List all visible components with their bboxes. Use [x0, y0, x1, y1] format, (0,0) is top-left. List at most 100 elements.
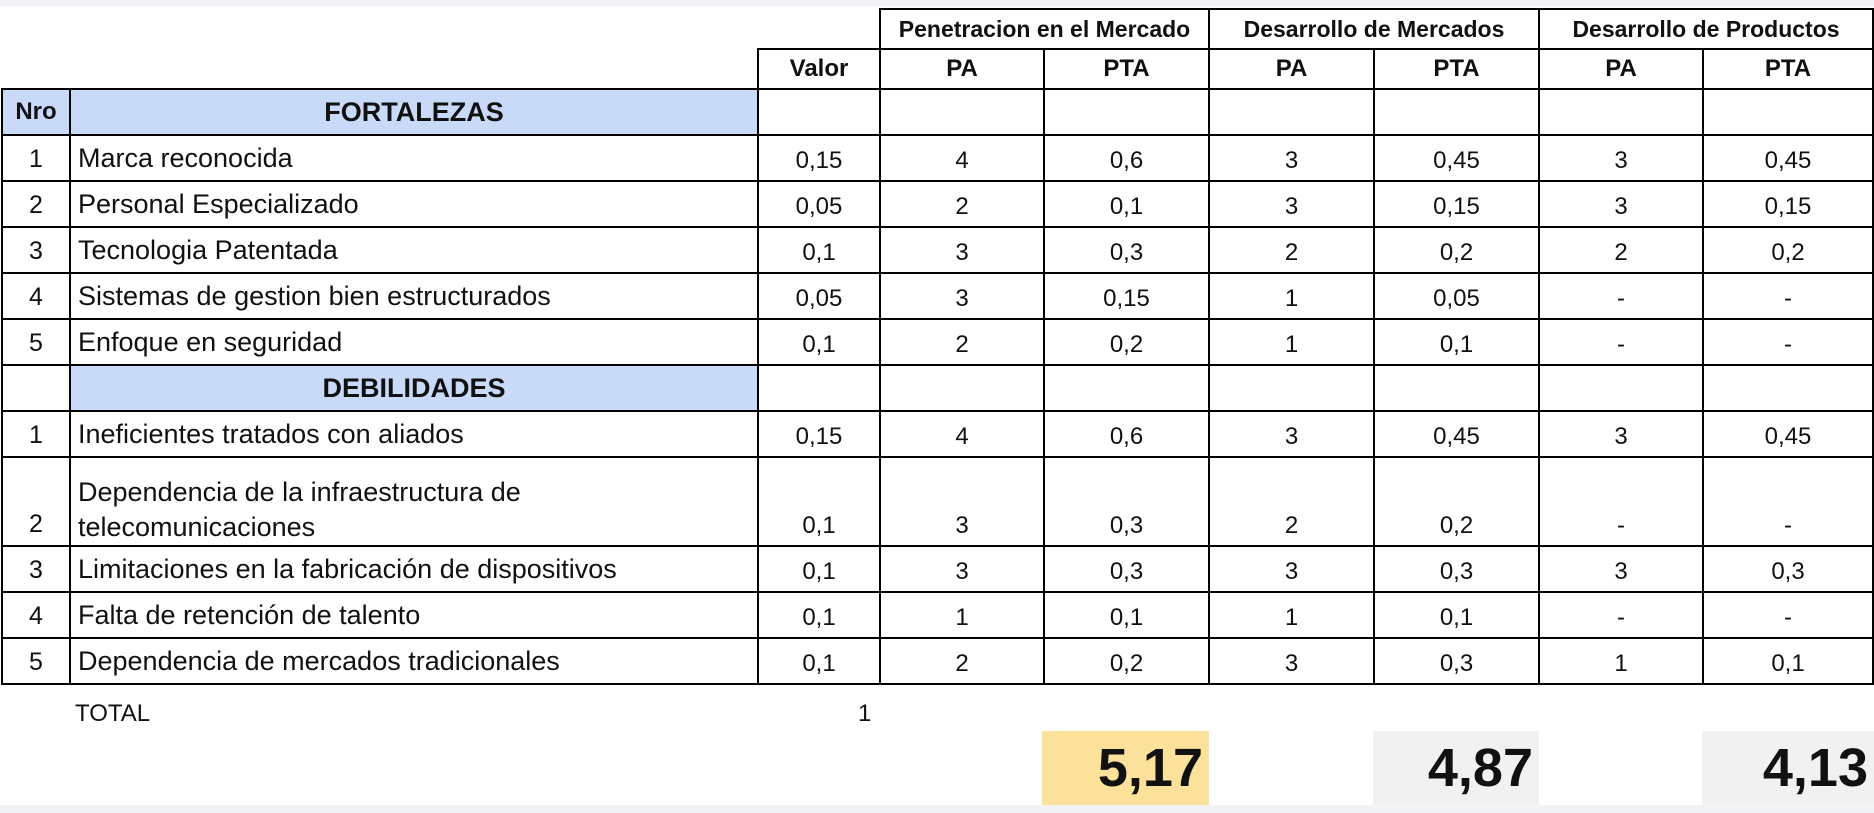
pta-cell: 0,45: [1373, 134, 1540, 182]
pa-cell: 3: [1208, 637, 1375, 685]
pa-cell: 3: [1538, 545, 1704, 593]
pa-cell: 3: [1208, 134, 1375, 182]
row-number: 5: [1, 318, 71, 366]
pa-cell: 3: [879, 456, 1045, 547]
pta-cell: 0,2: [1043, 637, 1210, 685]
pta-cell: 0,45: [1702, 410, 1874, 458]
valor-cell: 0,1: [757, 456, 881, 547]
empty-cell: [879, 364, 1045, 412]
empty-cell: [1702, 364, 1874, 412]
pta-cell: -: [1702, 456, 1874, 547]
pta-cell: 0,3: [1043, 456, 1210, 547]
pta-cell: -: [1702, 272, 1874, 320]
pta-cell: 0,3: [1373, 545, 1540, 593]
top-band: [0, 0, 1874, 6]
table-row: 4 Falta de retención de talento 0,1 1 0,1 1 0,…: [1, 591, 1874, 639]
nro-header: Nro: [1, 88, 71, 136]
table-row: 3 Tecnologia Patentada 0,1 3 0,3 2 0,2 2 0,2: [1, 226, 1874, 274]
factor-name: Ineficientes tratados con aliados: [69, 410, 759, 458]
pta-cell: 0,2: [1373, 226, 1540, 274]
debilidades-header-row: DEBILIDADES: [1, 364, 1874, 412]
row-number: 1: [1, 134, 71, 182]
valor-cell: 0,1: [757, 226, 881, 274]
table-row: 2 Personal Especializado 0,05 2 0,1 3 0,15 3 0,1…: [1, 180, 1874, 228]
pa-header: PA: [879, 48, 1045, 90]
pa-cell: 2: [1208, 456, 1375, 547]
pta-cell: 0,2: [1373, 456, 1540, 547]
row-number: 4: [1, 591, 71, 639]
pa-cell: 1: [879, 591, 1045, 639]
fortalezas-title: FORTALEZAS: [69, 88, 759, 136]
pa-cell: 1: [1538, 637, 1704, 685]
pa-cell: 3: [879, 545, 1045, 593]
table-row: 1 Ineficientes tratados con aliados 0,15 4 0…: [1, 410, 1874, 458]
pa-cell: 3: [879, 226, 1045, 274]
table-row: 4 Sistemas de gestion bien estructurados 0…: [1, 272, 1874, 320]
table-row: 5 Dependencia de mercados tradicionales 0,…: [1, 637, 1874, 685]
pta-cell: -: [1702, 318, 1874, 366]
valor-cell: 0,1: [757, 318, 881, 366]
pa-cell: 1: [1208, 272, 1375, 320]
row-number: 2: [1, 456, 71, 547]
pta-cell: 0,15: [1043, 272, 1210, 320]
pta-cell: 0,45: [1702, 134, 1874, 182]
factor-name: Personal Especializado: [69, 180, 759, 228]
pa-cell: 3: [1208, 410, 1375, 458]
pa-header: PA: [1208, 48, 1375, 90]
valor-cell: 0,1: [757, 637, 881, 685]
pta-cell: 0,45: [1373, 410, 1540, 458]
pta-cell: 0,3: [1043, 545, 1210, 593]
pta-cell: 0,1: [1043, 591, 1210, 639]
row-number: 4: [1, 272, 71, 320]
pta-header: PTA: [1043, 48, 1210, 90]
row-number: 5: [1, 637, 71, 685]
factor-name: Sistemas de gestion bien estructurados: [69, 272, 759, 320]
empty-cell: [1373, 364, 1540, 412]
row-number: 1: [1, 410, 71, 458]
row-number: 3: [1, 226, 71, 274]
empty-cell: [1208, 364, 1375, 412]
score-desarrollo-productos: 4,13: [1702, 731, 1874, 806]
score-penetracion: 5,17: [1042, 731, 1209, 806]
pta-cell: 0,6: [1043, 134, 1210, 182]
table-row: 2 Dependencia de la infraestructura de te…: [1, 456, 1874, 547]
valor-cell: 0,05: [757, 180, 881, 228]
factor-name: Falta de retención de talento: [69, 591, 759, 639]
pta-cell: 0,2: [1702, 226, 1874, 274]
valor-header: Valor: [757, 48, 881, 90]
pa-cell: -: [1538, 591, 1704, 639]
pa-cell: 3: [1208, 180, 1375, 228]
pa-cell: 3: [1538, 410, 1704, 458]
pa-header: PA: [1538, 48, 1704, 90]
pa-cell: 1: [1208, 318, 1375, 366]
pta-cell: 0,1: [1373, 318, 1540, 366]
pta-header: PTA: [1373, 48, 1540, 90]
pa-cell: 3: [1538, 180, 1704, 228]
factor-name: Tecnologia Patentada: [69, 226, 759, 274]
strategy-header: Penetracion en el Mercado: [879, 8, 1210, 50]
factor-name: Marca reconocida: [69, 134, 759, 182]
empty-cell: [1, 364, 71, 412]
factor-name: Limitaciones en la fabricación de dispos…: [69, 545, 759, 593]
pta-cell: 0,3: [1043, 226, 1210, 274]
valor-cell: 0,05: [757, 272, 881, 320]
pa-cell: -: [1538, 318, 1704, 366]
pa-cell: -: [1538, 272, 1704, 320]
factor-name: Dependencia de la infraestructura de tel…: [69, 456, 759, 547]
pa-cell: 4: [879, 134, 1045, 182]
pa-cell: 2: [1208, 226, 1375, 274]
pa-cell: 2: [879, 318, 1045, 366]
empty-cell: [1538, 364, 1704, 412]
pa-cell: 2: [879, 180, 1045, 228]
pa-cell: 1: [1208, 591, 1375, 639]
pta-cell: 0,1: [1702, 637, 1874, 685]
row-number: 3: [1, 545, 71, 593]
table-row: 1 Marca reconocida 0,15 4 0,6 3 0,45 3 0,45: [1, 134, 1874, 182]
strategy-header-row: Penetracion en el Mercado Desarrollo de …: [2, 8, 1874, 50]
valor-cell: 0,1: [757, 591, 881, 639]
pta-cell: 0,6: [1043, 410, 1210, 458]
pta-cell: 0,3: [1373, 637, 1540, 685]
table-row: 5 Enfoque en seguridad 0,1 2 0,2 1 0,1- -: [1, 318, 1874, 366]
pa-cell: 3: [1208, 545, 1375, 593]
pta-cell: 0,2: [1043, 318, 1210, 366]
